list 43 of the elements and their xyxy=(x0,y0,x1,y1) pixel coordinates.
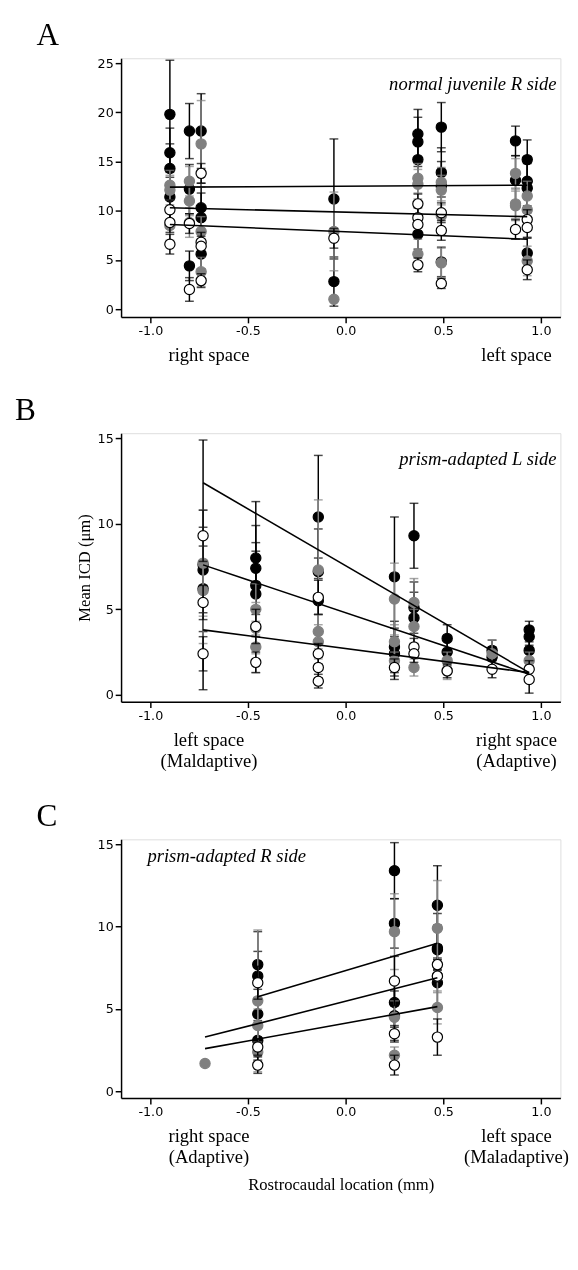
x-tick-label: 0.0 xyxy=(336,1104,357,1120)
y-tick-label: 5 xyxy=(105,252,114,268)
y-tick-label: 0 xyxy=(105,1083,114,1099)
text: right space (Adaptive) xyxy=(168,1125,250,1169)
y-tick-label: 10 xyxy=(97,516,114,532)
x-tick-label: 0.0 xyxy=(336,707,357,723)
annotation: prism-adapted L side xyxy=(397,448,557,470)
y-tick-label: 5 xyxy=(105,601,114,617)
text: right space xyxy=(168,343,250,365)
x-tick-label: 0.5 xyxy=(433,707,454,723)
text: right space (Adaptive) xyxy=(476,728,557,773)
x-tick-label: -0.5 xyxy=(236,707,261,723)
text: left space xyxy=(481,343,552,365)
chart-title: B xyxy=(15,391,36,427)
x-tick-label: 1.0 xyxy=(531,1104,552,1120)
x-tick-label: -0.5 xyxy=(236,1104,261,1120)
y-tick-label: 0 xyxy=(105,301,114,317)
x-tick-label: 1.0 xyxy=(531,323,552,339)
text: left space (Maldaptive) xyxy=(160,728,258,773)
x-tick-label: -1.0 xyxy=(138,1104,164,1120)
x-axis-title: Rostrocaudal location (mm) xyxy=(248,1175,435,1195)
y-tick-label: 20 xyxy=(97,104,114,120)
y-tick-label: 25 xyxy=(97,55,114,71)
x-tick-label: 0.5 xyxy=(433,323,454,339)
text: left space (Maladaptive) xyxy=(463,1125,570,1169)
annotation: normal juvenile R side xyxy=(389,73,557,95)
y-tick-label: 5 xyxy=(105,1001,114,1017)
x-tick-label: 0.0 xyxy=(336,323,357,339)
annotation: prism-adapted R side xyxy=(145,844,307,866)
x-tick-label: -0.5 xyxy=(236,323,261,339)
y-tick-label: 15 xyxy=(97,836,114,852)
y-axis-title: Mean ICD (μm) xyxy=(74,514,94,622)
x-tick-label: 1.0 xyxy=(531,707,552,723)
x-tick-label: 0.5 xyxy=(433,1104,454,1120)
x-tick-label: -1.0 xyxy=(138,323,164,339)
y-tick-label: 0 xyxy=(105,687,114,703)
y-tick-label: 15 xyxy=(97,153,114,169)
x-tick-label: -1.0 xyxy=(138,707,164,723)
y-tick-label: 10 xyxy=(97,919,114,935)
y-tick-label: 15 xyxy=(97,430,114,446)
chart-title: C xyxy=(36,797,58,833)
y-tick-label: 10 xyxy=(97,203,114,219)
chart-title: A xyxy=(36,16,60,52)
